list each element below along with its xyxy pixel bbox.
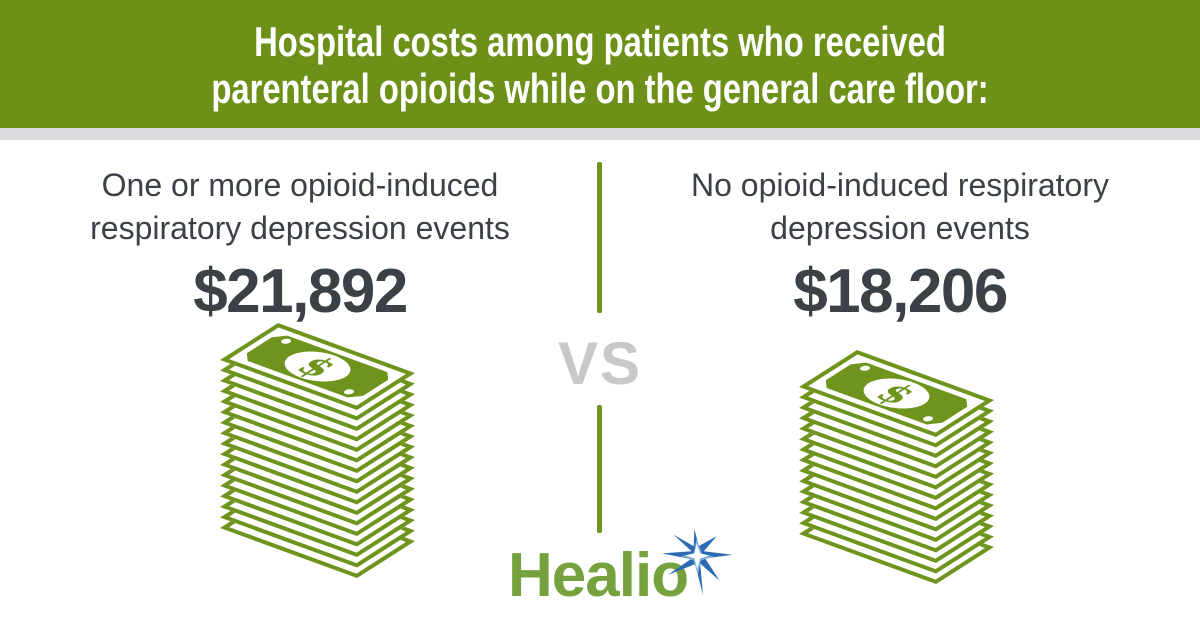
divider-line-bottom <box>597 405 602 533</box>
healio-star-icon <box>662 528 733 596</box>
right-amount-value: $18,206 <box>793 257 1008 326</box>
header-divider-strip <box>0 128 1200 140</box>
page-title-line1: Hospital costs among patients who receiv… <box>254 18 946 65</box>
right-category-label-line2: depression events <box>770 210 1030 246</box>
right-category-label: No opioid-induced respiratory depression… <box>600 164 1200 250</box>
healio-logo-wordmark: Healio <box>508 541 689 610</box>
left-amount-value: $21,892 <box>193 257 408 326</box>
money-stack-right-icon <box>799 350 994 585</box>
left-category-label-line1: One or more opioid-induced <box>101 167 499 203</box>
divider-line-top <box>597 162 602 313</box>
header-banner: Hospital costs among patients who receiv… <box>0 0 1200 128</box>
vs-label: VS <box>557 330 643 397</box>
left-category-label-line2: respiratory depression events <box>90 210 510 246</box>
right-column: No opioid-induced respiratory depression… <box>600 140 1200 324</box>
left-column: One or more opioid-induced respiratory d… <box>0 140 600 324</box>
page-title: Hospital costs among patients who receiv… <box>132 0 1068 112</box>
money-stack-left-icon <box>220 323 415 579</box>
left-category-label: One or more opioid-induced respiratory d… <box>0 164 600 250</box>
page-title-line2: parenteral opioids while on the general … <box>211 65 989 112</box>
right-category-label-line1: No opioid-induced respiratory <box>691 167 1109 203</box>
